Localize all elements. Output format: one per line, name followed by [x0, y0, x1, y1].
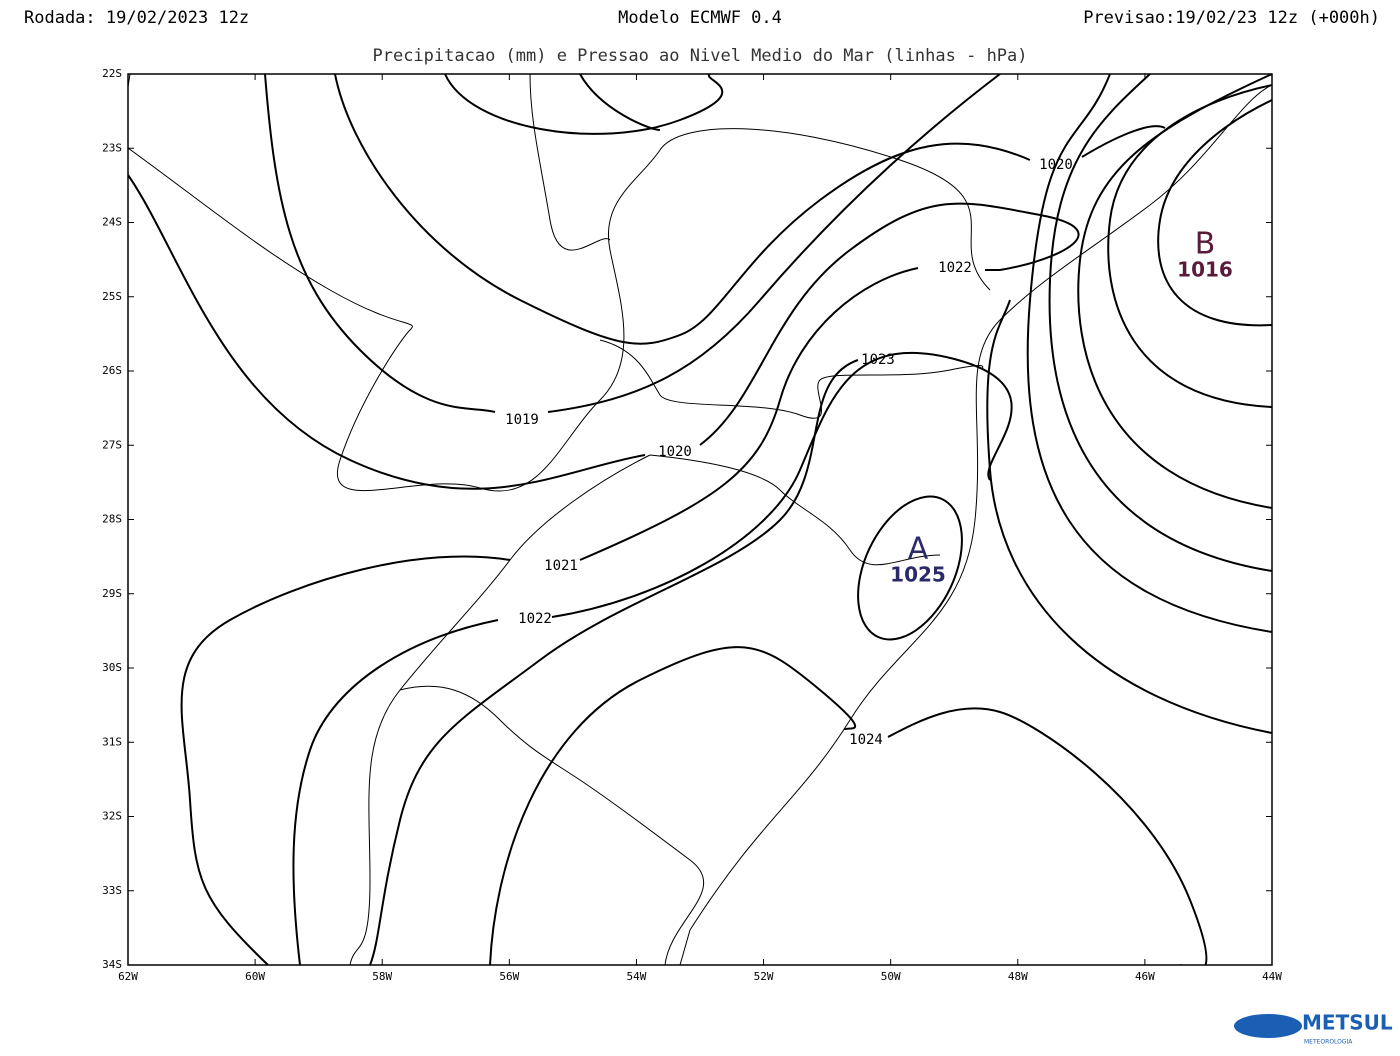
lat-label: 30S: [102, 661, 122, 674]
border: [399, 685, 705, 965]
lat-label: 29S: [102, 587, 122, 600]
border: [128, 74, 611, 251]
isobar: [699, 202, 1080, 446]
isobar-label: 1020: [1039, 157, 1073, 173]
isobar: [1077, 74, 1272, 509]
lat-label: 25S: [102, 290, 122, 303]
lon-label: 56W: [499, 970, 519, 983]
lon-label: 52W: [754, 970, 774, 983]
border: [649, 454, 941, 566]
map-frame: [127, 73, 1273, 966]
forecast-label: Previsao:19/02/23 12z (+000h): [1083, 8, 1380, 28]
lat-label: 27S: [102, 438, 122, 451]
isobar: [1026, 74, 1272, 633]
lat-label: 34S: [102, 958, 122, 971]
lat-label: 23S: [102, 141, 122, 154]
lon-label: 62W: [118, 970, 138, 983]
system-letter: B: [1195, 227, 1216, 262]
lat-label: 22S: [102, 67, 122, 80]
isobar: [887, 707, 1208, 965]
lon-label: 48W: [1008, 970, 1028, 983]
isobar: [489, 646, 856, 965]
lat-label: 32S: [102, 810, 122, 823]
isobar-label: 1022: [938, 260, 972, 276]
lat-label: 33S: [102, 884, 122, 897]
isobar: [579, 267, 919, 561]
system-letter: A: [908, 532, 929, 567]
logo: METSUL METEOROLOGIA: [1234, 1011, 1393, 1046]
isobar-label: 1021: [544, 558, 578, 574]
isobar: [1107, 84, 1272, 408]
lon-label: 44W: [1262, 970, 1282, 983]
border: [128, 128, 991, 492]
isobar-label: 1024: [849, 732, 883, 748]
logo-name: METSUL: [1302, 1011, 1393, 1035]
isobar-label: 1020: [658, 444, 692, 460]
isobar: [547, 74, 1001, 413]
system-pressure: 1016: [1177, 258, 1233, 282]
run-label: Rodada: 19/02/2023 12z: [24, 8, 249, 28]
coastline: [679, 84, 1272, 965]
map-body: [128, 74, 1272, 965]
isobar: [1081, 125, 1166, 158]
isobar: [986, 299, 1272, 734]
isobar-label: 1019: [505, 412, 539, 428]
lon-label: 46W: [1135, 970, 1155, 983]
isobar: [1048, 74, 1272, 572]
isobar: [857, 495, 963, 641]
lat-label: 31S: [102, 735, 122, 748]
lat-label: 24S: [102, 216, 122, 229]
lat-label: 28S: [102, 513, 122, 526]
lon-label: 54W: [627, 970, 647, 983]
isobar: [128, 174, 646, 490]
system-pressure: 1025: [890, 563, 946, 587]
lon-label: 50W: [881, 970, 901, 983]
model-label: Modelo ECMWF 0.4: [618, 8, 782, 28]
isobar-label: 1023: [861, 352, 895, 368]
isobar: [369, 359, 859, 965]
subtitle: Precipitacao (mm) e Pressao ao Nivel Med…: [372, 46, 1027, 66]
lat-label: 26S: [102, 364, 122, 377]
isobar: [292, 619, 499, 965]
isobar: [264, 74, 496, 413]
lon-label: 60W: [245, 970, 265, 983]
isobar-label: 1022: [518, 611, 552, 627]
border: [599, 339, 986, 419]
logo-tagline: METEOROLOGIA: [1304, 1039, 1353, 1046]
isobar: [1157, 99, 1272, 327]
lon-label: 58W: [372, 970, 392, 983]
isobar: [551, 351, 1013, 618]
logo-globe: [1234, 1014, 1302, 1038]
isobar: [334, 74, 1031, 345]
isobar: [180, 555, 511, 965]
isobar: [444, 74, 724, 135]
